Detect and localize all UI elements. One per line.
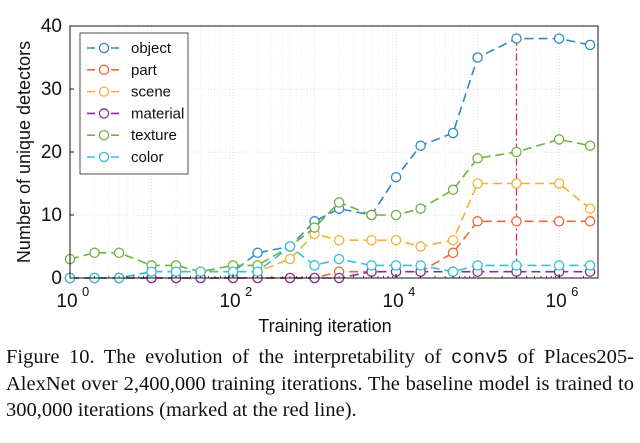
caption-suffix: Places205-AlexNet over 2,400,000 trainin… (6, 346, 634, 421)
data-point-object (472, 52, 483, 63)
legend-item-color: color (87, 149, 164, 166)
data-point-object (390, 171, 402, 183)
data-point-part (553, 216, 565, 227)
y-tick-label: 30 (41, 79, 62, 100)
data-point-color (333, 253, 345, 265)
data-point-texture (584, 140, 596, 151)
x-tick-label: 10 (219, 291, 240, 312)
data-point-color (366, 260, 377, 271)
legend-swatch-marker (98, 108, 110, 119)
data-point-object (252, 247, 263, 259)
legend-label: texture (131, 127, 177, 144)
data-point-scene (511, 178, 522, 189)
data-point-texture (113, 247, 125, 259)
data-point-color (309, 260, 320, 271)
legend-item-object: object (87, 40, 172, 57)
series-color (64, 241, 596, 284)
legend-swatch-marker (98, 86, 110, 97)
data-point-color (511, 260, 522, 271)
data-point-scene (472, 178, 483, 189)
data-point-texture (511, 146, 522, 158)
data-point-texture (309, 222, 320, 233)
caption-prefix: Figure 10. The evolution of the interpre… (6, 346, 442, 368)
data-point-color (390, 260, 402, 271)
legend-label: scene (131, 84, 171, 101)
data-point-texture (89, 247, 100, 259)
legend-label: object (131, 40, 172, 57)
x-tick-label: 10 (546, 291, 567, 312)
legend-item-part: part (87, 62, 158, 79)
data-point-color (146, 266, 157, 277)
y-tick-label: 10 (41, 205, 62, 226)
caption-layer-code: conv5 (450, 347, 508, 369)
data-point-color (553, 260, 565, 271)
data-point-color (252, 266, 263, 277)
y-tick-label: 0 (51, 268, 62, 289)
x-tick-label: 10 (383, 291, 404, 312)
legend: object part scene material texture color (79, 32, 189, 175)
data-point-texture (366, 209, 377, 221)
data-point-color (284, 241, 296, 252)
series-group (64, 33, 596, 284)
data-point-color (170, 266, 182, 277)
data-point-color (447, 266, 459, 277)
data-point-color (415, 260, 426, 271)
x-tick-exponent: 4 (408, 284, 415, 299)
legend-swatch-marker (98, 151, 110, 163)
legend-label: color (131, 149, 164, 166)
legend-label: part (131, 62, 158, 79)
data-point-object (553, 33, 565, 44)
x-tick-exponent: 2 (245, 284, 252, 299)
data-point-scene (366, 234, 377, 246)
y-tick-label: 20 (41, 142, 62, 163)
x-tick-label: 10 (56, 291, 77, 312)
data-point-object (511, 33, 522, 44)
data-point-texture (333, 197, 345, 208)
legend-item-material: material (87, 105, 184, 122)
data-point-object (584, 39, 596, 51)
legend-item-texture: texture (87, 127, 177, 144)
data-point-object (447, 127, 459, 139)
data-point-part (472, 216, 483, 227)
legend-swatch-marker (98, 42, 110, 54)
data-point-scene (390, 234, 402, 246)
data-point-texture (390, 209, 402, 221)
data-point-scene (553, 178, 565, 189)
legend-swatch-marker (98, 129, 110, 141)
data-point-part (584, 216, 596, 227)
data-point-texture (472, 153, 483, 164)
data-point-texture (415, 203, 426, 214)
data-point-scene (415, 241, 426, 252)
legend-box (79, 32, 189, 175)
data-point-color (195, 266, 206, 277)
y-axis-label: Number of unique detectors (14, 41, 34, 263)
data-point-object (415, 140, 426, 151)
data-point-color (584, 260, 596, 271)
caption-mid: of (517, 346, 535, 368)
x-tick-exponent: 0 (82, 284, 89, 299)
data-point-scene (447, 234, 459, 246)
x-axis-label: Training iteration (258, 316, 391, 336)
data-point-texture (553, 134, 565, 145)
data-point-texture (447, 184, 459, 196)
data-point-scene (284, 253, 296, 265)
data-point-scene (584, 203, 596, 214)
data-point-color (472, 260, 483, 271)
legend-label: material (131, 105, 184, 122)
data-point-part (511, 216, 522, 227)
legend-item-scene: scene (87, 84, 171, 101)
figure-caption: Figure 10. The evolution of the interpre… (6, 344, 634, 423)
legend-swatch-marker (98, 64, 110, 76)
x-tick-exponent: 6 (571, 284, 578, 299)
y-tick-label: 40 (41, 16, 62, 37)
data-point-scene (333, 234, 345, 246)
data-point-part (447, 247, 459, 259)
